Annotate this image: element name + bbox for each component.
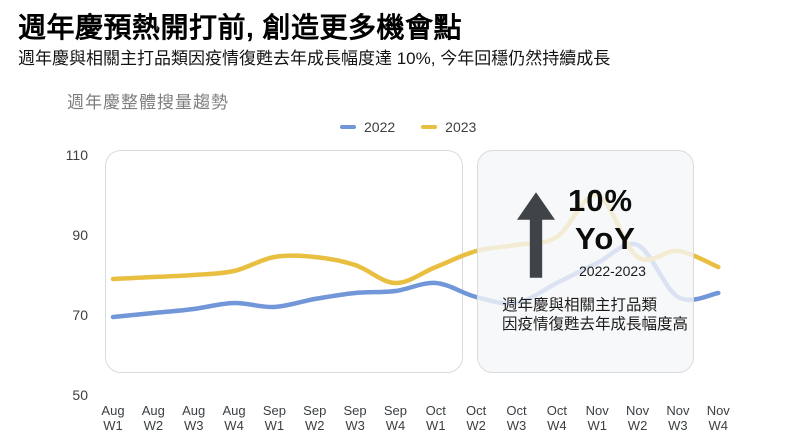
x-tick-sep-w1: Sep W1 — [262, 403, 286, 433]
annotation-note-line1: 週年慶與相關主打品類 — [502, 297, 658, 314]
y-tick-70: 70 — [72, 307, 88, 323]
up-arrow-icon — [517, 192, 555, 278]
page-title: 週年慶預熱開打前, 創造更多機會點 — [18, 12, 463, 43]
x-tick-nov-w4: Nov W4 — [706, 403, 730, 433]
x-tick-sep-w4: Sep W4 — [383, 403, 407, 433]
legend-item-2022: 2022 — [340, 119, 395, 135]
x-tick-aug-w3: Aug W3 — [182, 403, 206, 433]
annotation: 10% YoY 2022-2023 週年慶與相關主打品類 因疫情復甦去年成長幅度… — [477, 150, 694, 373]
x-tick-nov-w2: Nov W2 — [625, 403, 650, 433]
legend-swatch-2023 — [421, 125, 438, 129]
annotation-note: 週年慶與相關主打品類 因疫情復甦去年成長幅度高 — [502, 296, 688, 334]
annotation-percent: 10% — [568, 183, 634, 218]
x-tick-oct-w1: Oct W1 — [425, 403, 446, 433]
x-tick-oct-w4: Oct W4 — [546, 403, 567, 433]
x-tick-oct-w3: Oct W3 — [506, 403, 527, 433]
x-tick-aug-w1: Aug W1 — [101, 403, 125, 433]
y-tick-90: 90 — [72, 227, 88, 243]
x-tick-sep-w2: Sep W2 — [303, 403, 327, 433]
y-tick-50: 50 — [72, 387, 88, 403]
annotation-range: 2022-2023 — [579, 263, 646, 279]
legend-label-2022: 2022 — [364, 119, 396, 135]
up-arrow-shape — [517, 192, 555, 278]
chart-frame-panel — [105, 150, 463, 373]
legend-label-2023: 2023 — [445, 119, 477, 135]
x-tick-nov-w3: Nov W3 — [666, 403, 690, 433]
legend-swatch-2022 — [340, 125, 356, 129]
x-tick-aug-w2: Aug W2 — [141, 403, 165, 433]
chart-title: 週年慶整體搜量趨勢 — [67, 93, 229, 112]
legend-item-2023: 2023 — [421, 119, 476, 135]
x-tick-sep-w3: Sep W3 — [343, 403, 367, 433]
x-tick-aug-w4: Aug W4 — [222, 403, 246, 433]
annotation-note-line2: 因疫情復甦去年成長幅度高 — [502, 316, 689, 333]
annotation-yoy: YoY — [575, 221, 636, 256]
x-tick-nov-w1: Nov W1 — [585, 403, 609, 433]
y-tick-110: 110 — [65, 147, 88, 163]
page-subtitle: 週年慶與相關主打品類因疫情復甦去年成長幅度達 10%, 今年回穩仍然持續成長 — [18, 49, 611, 68]
legend: 2022 2023 — [340, 119, 476, 135]
x-tick-oct-w2: Oct W2 — [466, 403, 487, 433]
